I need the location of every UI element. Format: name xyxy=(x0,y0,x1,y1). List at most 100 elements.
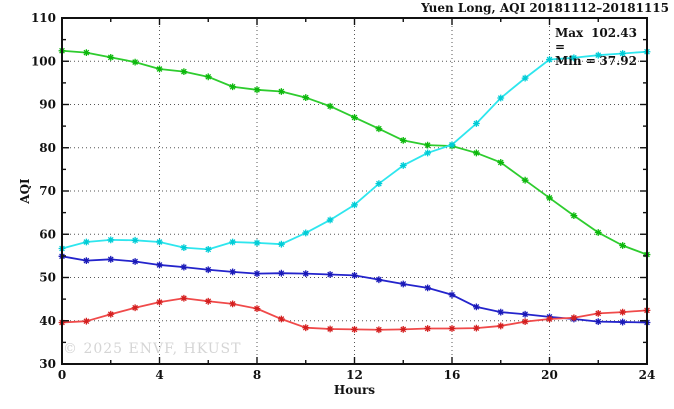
red-series-marker xyxy=(204,297,212,305)
x-tick-label: 12 xyxy=(346,368,363,382)
blue-series-marker xyxy=(375,276,383,284)
cyan-series-marker xyxy=(399,162,407,169)
red-series-marker xyxy=(253,305,261,313)
blue-series-marker xyxy=(107,255,115,263)
green-series-marker xyxy=(472,149,480,157)
red-series-marker xyxy=(399,326,407,333)
blue-series-marker xyxy=(326,271,334,278)
green-series-marker xyxy=(156,65,163,73)
green-series-marker xyxy=(107,53,115,61)
green-series-marker xyxy=(424,141,432,149)
red-series-marker xyxy=(131,304,139,312)
red-series-marker xyxy=(107,310,115,318)
green-series-marker xyxy=(594,229,602,236)
y-tick-label: 30 xyxy=(39,357,56,371)
min-value: 37.92 xyxy=(599,54,637,68)
cyan-series-marker xyxy=(326,216,334,224)
x-axis-label: Hours xyxy=(333,383,376,397)
cyan-series-marker xyxy=(351,201,358,209)
max-row: Max = 102.43 xyxy=(555,26,637,54)
red-series-marker xyxy=(472,324,480,332)
red-series-marker xyxy=(326,325,334,333)
red-series-marker xyxy=(229,300,237,308)
green-series-marker xyxy=(277,88,285,95)
blue-series-marker xyxy=(399,280,407,288)
green-series-marker xyxy=(180,68,188,76)
cyan-series-marker xyxy=(204,245,212,253)
red-series-marker xyxy=(375,326,383,334)
cyan-series-marker xyxy=(424,149,432,157)
cyan-series-marker xyxy=(619,50,627,57)
blue-series-marker xyxy=(253,270,261,278)
cyan-series-marker xyxy=(570,54,578,62)
green-series-marker xyxy=(497,159,505,166)
green-series-line xyxy=(61,49,648,256)
green-series-marker xyxy=(326,102,334,110)
red-series-marker xyxy=(351,326,358,333)
cyan-series-marker xyxy=(156,238,163,246)
cyan-series-marker xyxy=(448,141,456,149)
blue-series-marker xyxy=(351,271,358,279)
cyan-series-marker xyxy=(302,229,310,237)
y-tick-label: 70 xyxy=(39,184,56,198)
red-series-marker xyxy=(497,322,505,330)
green-series-marker xyxy=(521,176,529,184)
blue-series-marker xyxy=(497,308,505,316)
watermark: © 2025 ENVF, HKUST xyxy=(63,341,242,357)
x-tick-label: 4 xyxy=(155,368,163,382)
cyan-series-marker xyxy=(229,238,237,246)
max-label: Max = xyxy=(555,26,584,54)
cyan-series-marker xyxy=(82,238,90,246)
cyan-series-marker xyxy=(180,244,188,252)
y-tick-label: 60 xyxy=(39,227,56,241)
cyan-series-marker xyxy=(472,120,480,127)
red-series-marker xyxy=(546,315,553,323)
cyan-series-marker xyxy=(375,180,383,188)
green-series-marker xyxy=(229,83,237,91)
red-series-marker xyxy=(82,317,90,325)
min-label: Min = xyxy=(555,54,596,68)
x-tick-label: 20 xyxy=(541,368,558,382)
cyan-series-marker xyxy=(497,94,505,102)
red-series-marker xyxy=(302,324,310,332)
blue-series-marker xyxy=(204,266,212,274)
red-series-marker xyxy=(448,325,456,332)
blue-series-marker xyxy=(424,284,432,292)
green-series-marker xyxy=(619,242,627,249)
green-series-marker xyxy=(399,136,407,144)
y-tick-label: 90 xyxy=(39,98,56,112)
cyan-series-marker xyxy=(521,74,529,82)
red-series-marker xyxy=(570,314,578,322)
x-tick-label: 8 xyxy=(253,368,261,382)
x-tick-label: 0 xyxy=(58,368,66,382)
blue-series-marker xyxy=(448,291,456,299)
blue-series-marker xyxy=(131,258,139,265)
red-series-marker xyxy=(424,325,432,332)
y-axis-label: AQI xyxy=(18,178,32,204)
chart-title: Yuen Long, AQI 20181112–20181115 xyxy=(421,1,669,15)
green-series-marker xyxy=(302,94,310,101)
blue-series-marker xyxy=(302,270,310,278)
green-series-marker xyxy=(253,86,261,94)
cyan-series-marker xyxy=(546,56,553,63)
green-series-marker xyxy=(375,125,383,133)
red-series-marker xyxy=(277,315,285,323)
maxmin-annotation: Max = 102.43 Min = 37.92 xyxy=(555,26,637,68)
blue-series-marker xyxy=(156,261,163,269)
cyan-series-marker xyxy=(277,240,285,248)
blue-series-marker xyxy=(594,318,602,326)
y-tick-label: 50 xyxy=(39,271,56,285)
min-row: Min = 37.92 xyxy=(555,54,637,68)
blue-series-marker xyxy=(619,318,627,326)
red-series-marker xyxy=(180,294,188,302)
max-value: 102.43 xyxy=(591,26,637,40)
green-series-marker xyxy=(546,194,553,202)
blue-series-marker xyxy=(229,268,237,276)
green-series-marker xyxy=(131,58,139,66)
y-tick-label: 110 xyxy=(31,11,56,25)
y-tick-label: 40 xyxy=(39,314,56,328)
green-series-marker xyxy=(351,114,358,121)
red-series-marker xyxy=(521,318,529,326)
green-series-marker xyxy=(204,73,212,81)
